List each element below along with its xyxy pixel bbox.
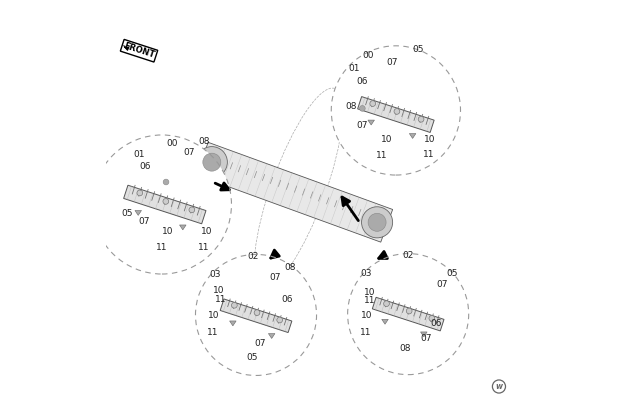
Text: 08: 08: [199, 137, 210, 146]
Polygon shape: [220, 299, 292, 333]
Text: 11: 11: [207, 328, 218, 337]
Text: 05: 05: [121, 209, 133, 218]
Circle shape: [203, 153, 221, 171]
Text: 06: 06: [281, 295, 293, 304]
Text: 10: 10: [381, 135, 392, 144]
Text: 03: 03: [210, 270, 221, 279]
Circle shape: [163, 179, 169, 185]
Text: 07: 07: [386, 58, 397, 67]
Text: 08: 08: [345, 102, 356, 111]
Circle shape: [348, 254, 469, 375]
Text: 06: 06: [356, 77, 368, 86]
Circle shape: [418, 117, 424, 122]
Polygon shape: [135, 211, 141, 216]
Polygon shape: [373, 297, 444, 331]
Circle shape: [331, 46, 461, 175]
Text: 06: 06: [430, 319, 441, 328]
Polygon shape: [420, 332, 427, 337]
Circle shape: [394, 108, 400, 114]
Text: 05: 05: [413, 45, 424, 54]
Text: 07: 07: [184, 148, 195, 157]
Text: 11: 11: [215, 295, 226, 304]
Circle shape: [195, 254, 317, 375]
Circle shape: [429, 315, 435, 321]
Polygon shape: [197, 142, 392, 242]
Text: 11: 11: [423, 150, 435, 159]
Circle shape: [406, 308, 412, 314]
Polygon shape: [382, 319, 388, 324]
Text: 10: 10: [363, 288, 375, 297]
Circle shape: [137, 190, 143, 196]
Text: 08: 08: [399, 344, 410, 353]
Circle shape: [360, 106, 365, 111]
Text: 10: 10: [361, 311, 372, 320]
Circle shape: [370, 101, 376, 106]
Circle shape: [368, 213, 386, 231]
Polygon shape: [409, 134, 416, 139]
Text: 11: 11: [360, 328, 371, 337]
Circle shape: [384, 301, 389, 306]
Text: 01: 01: [348, 64, 360, 73]
Circle shape: [197, 146, 228, 178]
Text: FRONT: FRONT: [122, 41, 156, 60]
Text: 07: 07: [356, 121, 368, 130]
Text: 02: 02: [402, 251, 414, 260]
Circle shape: [189, 207, 195, 213]
Text: 07: 07: [139, 217, 150, 226]
Text: 10: 10: [162, 227, 174, 236]
Text: 07: 07: [421, 334, 432, 343]
Circle shape: [163, 198, 169, 204]
Circle shape: [361, 207, 392, 238]
Circle shape: [277, 317, 283, 323]
Text: 11: 11: [198, 243, 210, 252]
Text: 11: 11: [376, 151, 388, 160]
Text: 06: 06: [140, 162, 151, 171]
Text: 10: 10: [208, 311, 219, 320]
Polygon shape: [358, 97, 434, 133]
Text: 10: 10: [423, 135, 435, 144]
Text: 00: 00: [362, 51, 374, 60]
Text: 02: 02: [248, 252, 259, 261]
Circle shape: [254, 310, 260, 315]
Polygon shape: [368, 120, 374, 125]
Text: 08: 08: [285, 263, 296, 272]
Text: 11: 11: [156, 243, 167, 252]
Polygon shape: [123, 185, 206, 224]
Circle shape: [92, 135, 231, 274]
Text: 05: 05: [246, 353, 258, 362]
Text: 07: 07: [254, 339, 266, 348]
Polygon shape: [180, 225, 186, 230]
Text: 00: 00: [166, 139, 177, 148]
Circle shape: [231, 302, 237, 308]
Polygon shape: [268, 334, 275, 339]
Text: 11: 11: [363, 296, 375, 305]
Text: w: w: [495, 382, 502, 391]
Text: 01: 01: [133, 150, 145, 159]
Text: 03: 03: [361, 269, 372, 278]
Text: 10: 10: [213, 286, 225, 295]
Text: 07: 07: [436, 280, 448, 289]
Text: 10: 10: [201, 227, 213, 236]
Text: 05: 05: [446, 269, 458, 278]
Polygon shape: [229, 321, 236, 326]
Text: 07: 07: [270, 273, 281, 282]
